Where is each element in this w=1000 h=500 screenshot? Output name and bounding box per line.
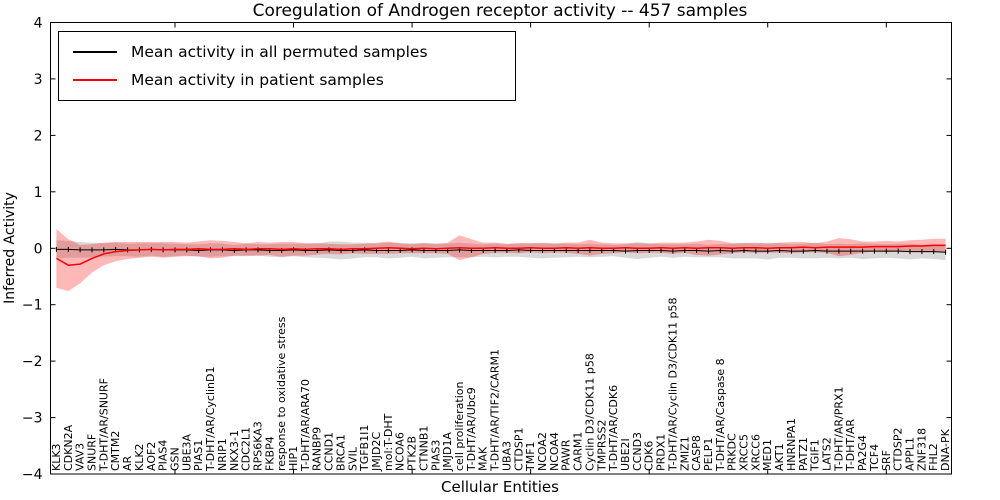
x-category-label: TCF4	[868, 444, 881, 472]
x-category-label: PIAS1	[192, 440, 205, 471]
x-category-label: JMJD2C	[370, 432, 383, 472]
x-category-label: PAWR	[560, 439, 573, 471]
legend-item-permuted: Mean activity in all permuted samples	[73, 38, 515, 66]
x-category-label: mol:T-DHT	[382, 413, 395, 471]
x-category-label: T-DHT/AR/Ubc9	[465, 387, 478, 472]
x-category-label: TGIF1	[809, 439, 822, 472]
patient-std-band	[56, 229, 946, 292]
x-category-label: MAK	[477, 446, 490, 471]
y-tick-label: 1	[34, 185, 43, 201]
x-category-label: TMF1	[524, 441, 537, 472]
y-tick-label: 0	[34, 241, 43, 257]
x-category-label: XRCC5	[738, 434, 751, 471]
x-category-label: CDC2L1	[240, 427, 253, 471]
x-category-label: CARM1	[572, 432, 585, 471]
x-category-label: NCOA2	[536, 432, 549, 471]
y-tick-label: −1	[22, 298, 43, 314]
permuted-mean-line	[56, 248, 946, 253]
x-category-label: PRDX1	[655, 434, 668, 471]
x-category-label: PATZ1	[797, 437, 810, 471]
x-category-label: APPL1	[904, 437, 917, 471]
legend: Mean activity in all permuted samples Me…	[58, 31, 516, 101]
y-tick-label: −2	[22, 354, 43, 370]
permuted-line-icon	[73, 51, 117, 53]
x-category-label: MED1	[761, 439, 774, 471]
x-category-label: PIAS3	[429, 440, 442, 471]
x-category-label: T-DHT/AR/SNURF	[97, 378, 110, 472]
x-category-label: CMTM2	[109, 431, 122, 471]
chart-title: Coregulation of Androgen receptor activi…	[252, 1, 748, 21]
x-category-label: ZNF318	[915, 428, 928, 471]
x-category-label: KLK3	[50, 443, 63, 471]
x-category-label: CDK6	[643, 441, 656, 471]
x-category-label: Cyclin D3/CDK11 p58	[583, 353, 596, 471]
x-category-label: PRKDC	[726, 433, 739, 471]
x-category-label: CDKN2A	[62, 424, 75, 471]
x-category-label: PTK2B	[406, 436, 419, 471]
x-category-label: PIAS4	[157, 440, 170, 471]
x-category-label: UBA3	[500, 441, 513, 471]
y-tick-label: 4	[34, 16, 43, 32]
x-category-label: CTDSP1	[512, 428, 525, 471]
x-category-label: CCND1	[323, 432, 336, 471]
x-category-label: CASP8	[690, 435, 703, 471]
patient-line-icon	[73, 79, 117, 81]
x-category-label: LATS2	[821, 437, 834, 471]
y-tick-label: −4	[22, 467, 43, 483]
x-category-label: VAV3	[74, 443, 87, 471]
x-category-label: HIP1	[287, 446, 300, 471]
x-category-label: KLK2	[133, 443, 146, 471]
patient-mean-line	[56, 244, 946, 266]
x-category-label: PA2G4	[856, 435, 869, 471]
x-category-label: NRIP1	[216, 438, 229, 471]
x-category-label: CTNNB1	[417, 426, 430, 471]
legend-label-permuted: Mean activity in all permuted samples	[131, 43, 428, 61]
x-category-label: RANBP9	[311, 427, 324, 471]
x-category-label: UBE3A	[180, 433, 193, 471]
x-category-label: NCOA4	[548, 432, 561, 471]
x-category-label: UBE2I	[619, 438, 632, 471]
x-category-label: AOF2	[145, 442, 158, 471]
x-category-label: CCND3	[631, 432, 644, 471]
x-category-label: BRCA1	[334, 434, 347, 471]
x-category-label: PELP1	[702, 438, 715, 471]
x-category-label: SVIL	[346, 446, 359, 471]
x-category-label: NCOA6	[394, 432, 407, 471]
x-category-label: FHL2	[927, 443, 940, 471]
x-category-label: T-DHT/AR/CyclinD1	[204, 366, 217, 472]
x-category-label: JMJD1A	[441, 432, 454, 472]
x-category-label: T-DHT/AR/CDK6	[607, 385, 620, 472]
x-category-label: GSN	[168, 447, 181, 471]
x-category-label: T-DHT/AR/ARA70	[299, 379, 312, 472]
x-category-label: SNURF	[85, 434, 98, 471]
x-category-label: TGFB1I1	[358, 425, 371, 472]
x-category-label: RPS6KA3	[251, 421, 264, 471]
y-tick-label: 3	[34, 72, 43, 88]
x-category-label: T-DHT/AR/TIF2/CARM1	[489, 349, 502, 472]
x-category-label: TMPRSS2	[595, 420, 608, 472]
x-category-label: T-DHT/AR	[844, 419, 857, 472]
x-category-label: FKBP4	[263, 436, 276, 471]
x-category-label: T-DHT/AR/Caspase 8	[714, 358, 727, 472]
x-category-label: NKX3-1	[228, 430, 241, 471]
x-category-label: T-DHT/AR/Cyclin D3/CDK11 p58	[666, 297, 679, 472]
x-category-label: AR	[121, 455, 134, 471]
x-category-label: DNA-PK	[939, 428, 952, 471]
y-tick-label: −3	[22, 411, 43, 427]
x-category-label: CTDSP2	[892, 428, 905, 471]
x-category-label: ZMIZ1	[678, 436, 691, 471]
x-category-label: XRCC6	[749, 434, 762, 471]
x-category-label: response to oxidative stress	[275, 316, 288, 471]
y-tick-label: 2	[34, 128, 43, 144]
x-category-label: SRF	[880, 450, 893, 471]
x-category-label: cell proliferation	[453, 381, 466, 471]
x-category-label: HNRNPA1	[785, 418, 798, 471]
x-category-label: T-DHT/AR/PRX1	[832, 386, 845, 472]
legend-item-patient: Mean activity in patient samples	[73, 66, 515, 94]
x-axis-title: Cellular Entities	[441, 478, 559, 496]
x-category-label: AKT1	[773, 443, 786, 471]
legend-label-patient: Mean activity in patient samples	[131, 71, 384, 89]
